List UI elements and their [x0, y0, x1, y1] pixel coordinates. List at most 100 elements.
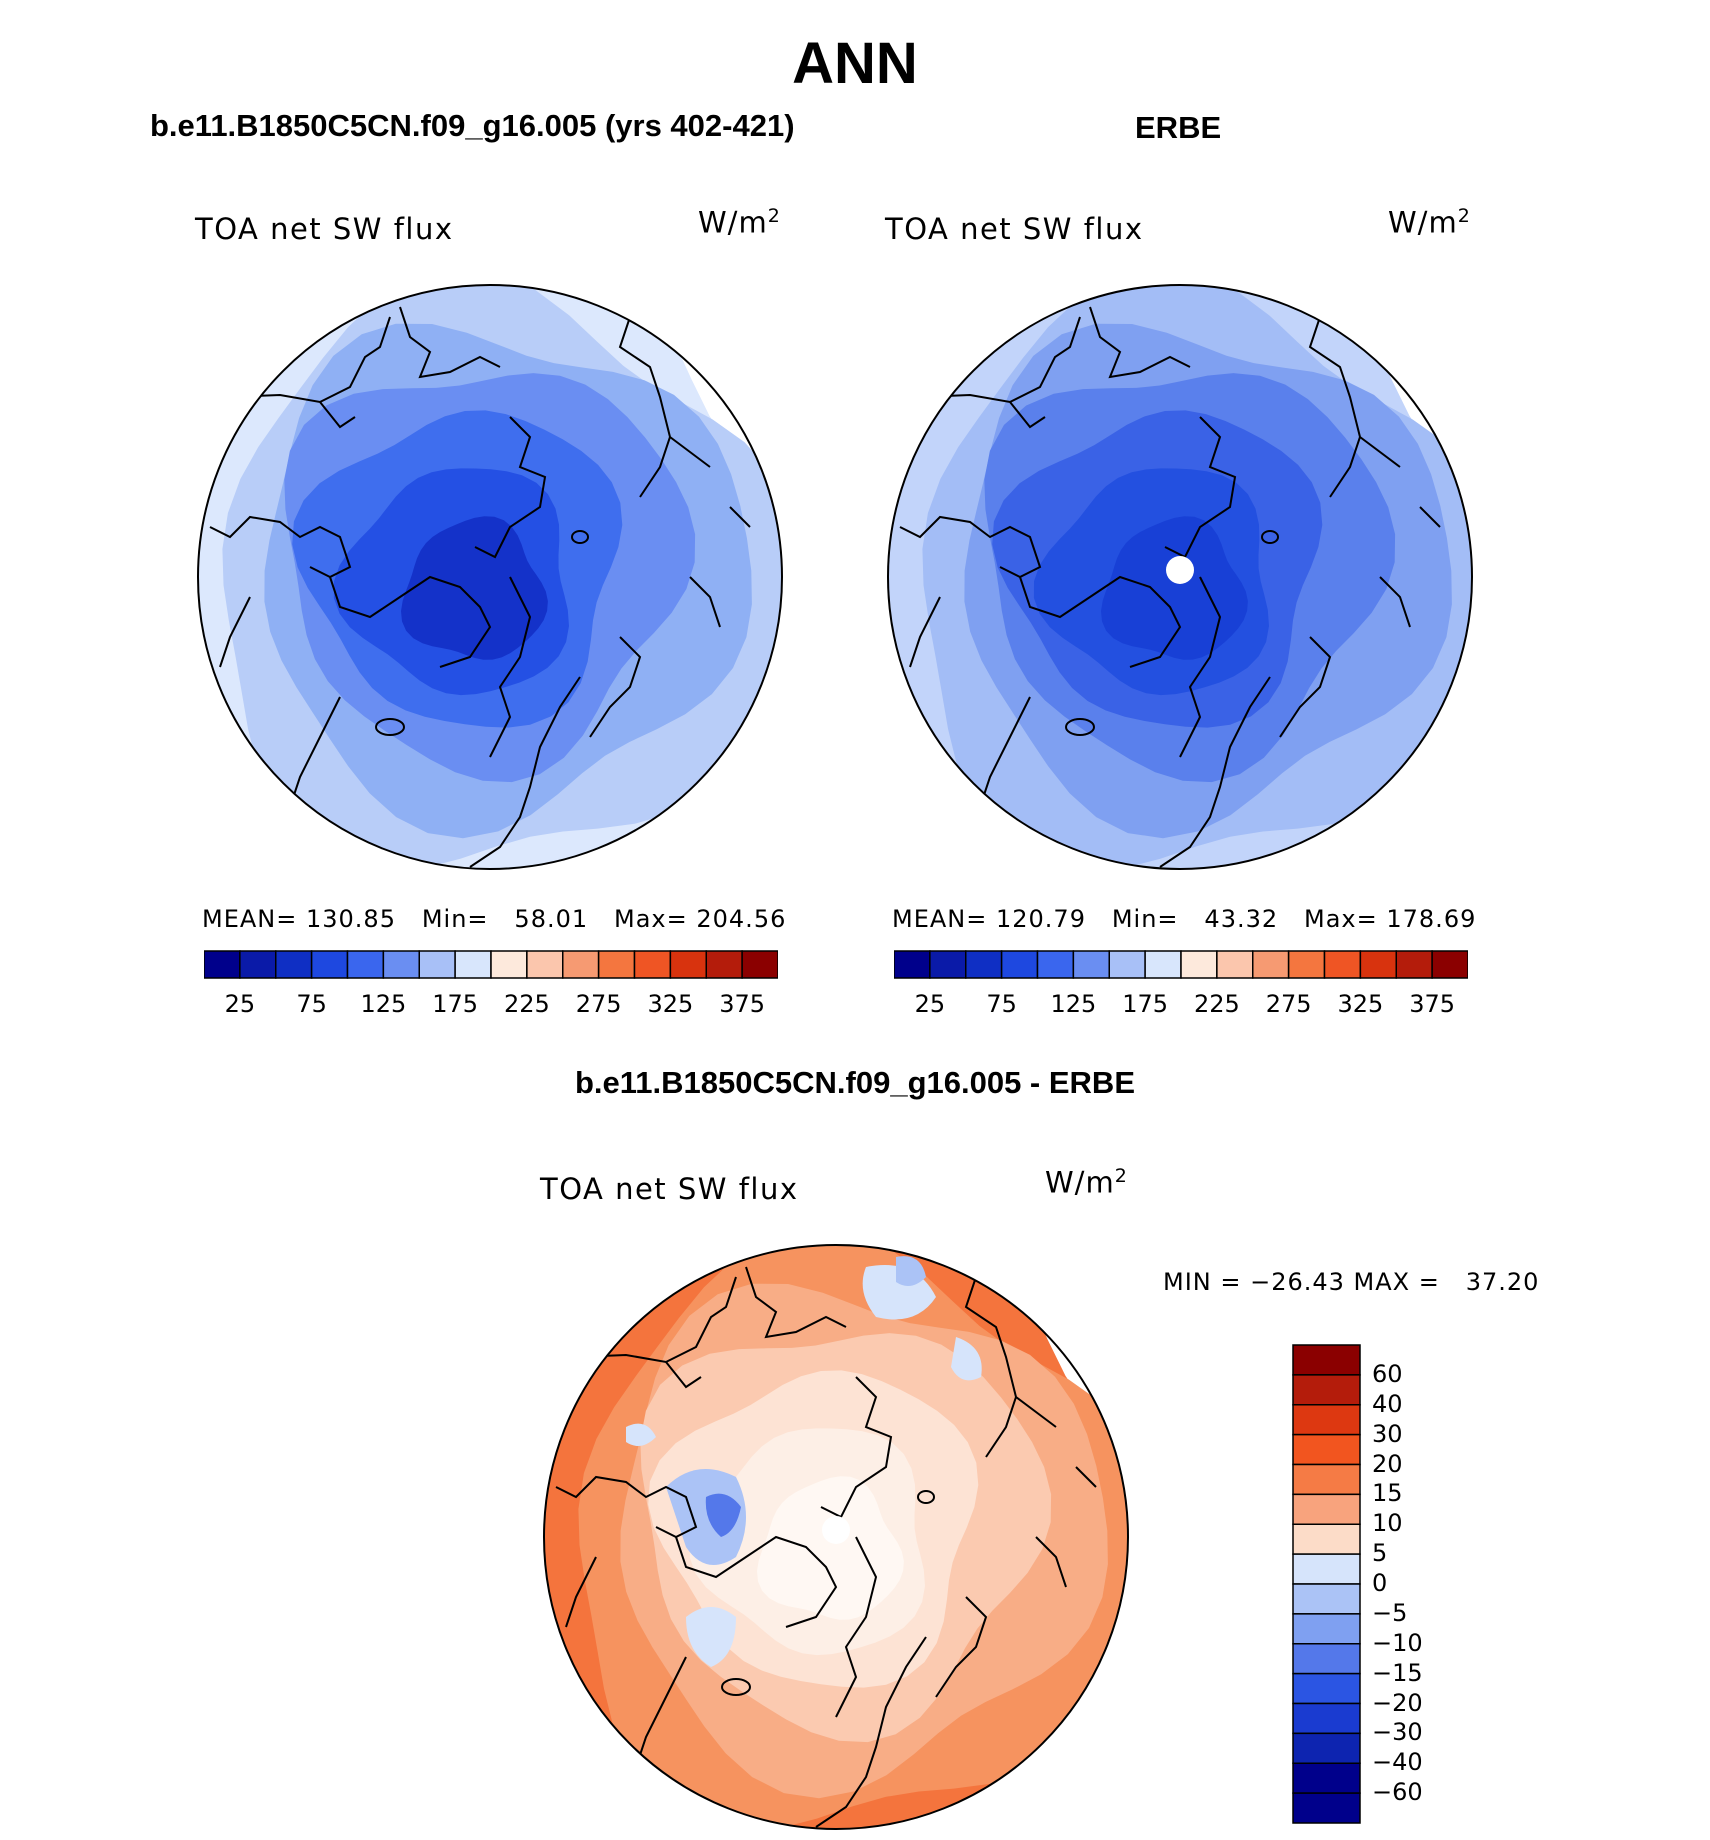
colorbar-tick-label: 125: [360, 990, 407, 1018]
model-variable-label: TOA net SW flux: [195, 212, 454, 246]
colorbar-swatch: [382, 950, 420, 979]
colorbar-swatch: [1216, 950, 1254, 979]
main-title: ANN: [792, 31, 918, 96]
colorbar-tick-label: −10: [1372, 1628, 1423, 1657]
colorbar-tick-label: 375: [719, 990, 766, 1018]
colorbar-tick-label: 225: [503, 990, 550, 1018]
colorbar-swatch: [1292, 1583, 1361, 1615]
colorbar-tick-label: 325: [1337, 990, 1384, 1018]
colorbar-swatch: [1431, 950, 1468, 979]
obs-case-title: ERBE: [1135, 110, 1222, 145]
obs-polar-map: [887, 284, 1473, 870]
colorbar-tick-label: 325: [647, 990, 694, 1018]
colorbar-swatch: [1292, 1613, 1361, 1645]
colorbar-tick-label: 75: [986, 990, 1017, 1018]
colorbar-swatch: [705, 950, 743, 979]
model-colorbar: [204, 950, 778, 979]
colorbar-swatch: [669, 950, 707, 979]
colorbar-tick-label: 25: [914, 990, 946, 1018]
diff-polar-map: [543, 1244, 1129, 1830]
colorbar-tick-label: −5: [1372, 1598, 1408, 1627]
colorbar-tick-label: 275: [1265, 990, 1312, 1018]
colorbar-swatch: [633, 950, 672, 979]
colorbar-swatch: [1292, 1792, 1361, 1824]
colorbar-tick-label: 75: [296, 990, 327, 1018]
colorbar-tick-label: −40: [1372, 1748, 1423, 1777]
colorbar-tick-label: 30: [1372, 1419, 1403, 1448]
colorbar-tick-label: 225: [1193, 990, 1240, 1018]
obs-units-label: W/m2: [1388, 205, 1471, 240]
colorbar-swatch: [1292, 1463, 1361, 1496]
colorbar-swatch: [1359, 950, 1397, 979]
colorbar-swatch: [1292, 1643, 1361, 1675]
colorbar-swatch: [741, 950, 778, 979]
model-case-title: b.e11.B1850C5CN.f09_g16.005 (yrs 402-421…: [150, 108, 795, 143]
obs-coastlines: [899, 286, 1471, 868]
colorbar-swatch: [418, 950, 456, 979]
colorbar-swatch: [1108, 950, 1146, 979]
colorbar-swatch: [597, 950, 636, 979]
colorbar-swatch: [965, 950, 1003, 979]
colorbar-swatch: [1292, 1493, 1361, 1525]
colorbar-swatch: [1144, 950, 1182, 979]
colorbar-swatch: [310, 950, 349, 979]
obs-variable-label: TOA net SW flux: [885, 212, 1144, 246]
colorbar-swatch: [1323, 950, 1362, 979]
colorbar-tick-label: 5: [1372, 1539, 1388, 1568]
colorbar-tick-label: 375: [1409, 990, 1456, 1018]
diff-coastlines: [555, 1246, 1127, 1828]
contour-band: [401, 516, 548, 660]
colorbar-swatch: [239, 950, 277, 979]
colorbar-tick-label: 175: [432, 990, 479, 1018]
contour-band: [757, 1476, 904, 1620]
colorbar-swatch: [1395, 950, 1433, 979]
colorbar-tick-label: 20: [1372, 1449, 1403, 1478]
colorbar-swatch: [1292, 1404, 1361, 1436]
colorbar-tick-label: 0: [1372, 1569, 1388, 1597]
colorbar-swatch: [1292, 1732, 1361, 1764]
obs-flux-field: [888, 285, 1472, 869]
colorbar-swatch: [454, 950, 492, 979]
diff-units-label: W/m2: [1045, 1165, 1128, 1200]
model-polar-map: [197, 284, 783, 870]
diff-pole-missing-marker: [822, 1516, 850, 1544]
diff-blue-patches: [626, 1256, 982, 1667]
colorbar-tick-label: −60: [1372, 1778, 1423, 1807]
model-flux-field: [198, 285, 782, 869]
colorbar-tick-label: −20: [1372, 1688, 1423, 1717]
diff-flux-field: [544, 1245, 1128, 1829]
colorbar-swatch: [562, 950, 600, 979]
obs-stats: MEAN= 120.79 Min= 43.32 Max= 178.69: [892, 905, 1477, 933]
model-stats: MEAN= 130.85 Min= 58.01 Max= 204.56: [202, 905, 787, 933]
colorbar-tick-label: −30: [1372, 1718, 1423, 1747]
diff-stats: MIN = −26.43 MAX = 37.20: [1163, 1268, 1540, 1296]
colorbar-swatch: [1072, 950, 1110, 979]
colorbar-swatch: [929, 950, 967, 979]
colorbar-swatch: [894, 950, 931, 979]
contour-band: [1101, 516, 1248, 660]
obs-colorbar: [894, 950, 1468, 979]
colorbar-swatch: [1292, 1672, 1361, 1705]
colorbar-swatch: [1292, 1553, 1361, 1585]
colorbar-tick-label: 15: [1372, 1479, 1403, 1508]
colorbar-tick-label: 175: [1122, 990, 1169, 1018]
diff-variable-label: TOA net SW flux: [540, 1172, 799, 1206]
colorbar-swatch: [1252, 950, 1290, 979]
colorbar-swatch: [1292, 1762, 1361, 1794]
colorbar-swatch: [1292, 1702, 1361, 1735]
colorbar-swatch: [204, 950, 241, 979]
colorbar-tick-label: 25: [224, 990, 256, 1018]
colorbar-tick-label: 275: [575, 990, 622, 1018]
diff-case-title: b.e11.B1850C5CN.f09_g16.005 - ERBE: [574, 1065, 1135, 1100]
colorbar-swatch: [526, 950, 564, 979]
colorbar-swatch: [1292, 1344, 1361, 1376]
colorbar-tick-label: 125: [1050, 990, 1097, 1018]
model-units-label: W/m2: [698, 205, 781, 240]
obs-pole-missing-marker: [1166, 556, 1194, 584]
colorbar-swatch: [1287, 950, 1326, 979]
colorbar-swatch: [1000, 950, 1039, 979]
colorbar-tick-label: 40: [1372, 1389, 1403, 1418]
colorbar-swatch: [490, 950, 528, 979]
colorbar-swatch: [1036, 950, 1075, 979]
colorbar-tick-label: 60: [1372, 1359, 1403, 1388]
